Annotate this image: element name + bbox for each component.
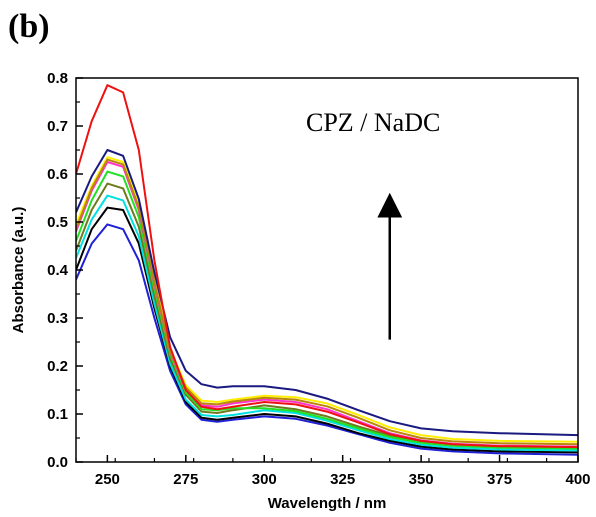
y-tick-label: 0.6	[47, 166, 68, 183]
series-line-3	[76, 194, 578, 452]
series-line-4	[76, 182, 578, 449]
x-tick-label: 350	[409, 471, 434, 488]
series-line-9	[76, 149, 578, 437]
y-tick-label: 0.3	[47, 310, 68, 327]
x-axis-title: Wavelength / nm	[268, 495, 387, 512]
x-tick-label: 300	[252, 471, 277, 488]
series-line-5	[76, 170, 578, 450]
y-tick-label: 0.1	[47, 406, 68, 423]
x-tick-label: 375	[487, 471, 512, 488]
series-line-1	[76, 223, 578, 456]
y-tick-label: 0.0	[47, 454, 68, 471]
y-tick-label: 0.4	[47, 262, 69, 279]
x-tick-label: 325	[330, 471, 355, 488]
series-line-10	[76, 84, 578, 449]
y-tick-label: 0.8	[47, 70, 68, 87]
series-line-2	[76, 206, 578, 454]
panel-label: (b)	[8, 8, 50, 45]
series-line-8	[76, 158, 578, 446]
x-tick-label: 250	[95, 471, 120, 488]
y-tick-label: 0.7	[47, 118, 68, 135]
x-tick-label: 275	[173, 471, 198, 488]
chart-annotation: CPZ / NaDC	[306, 108, 440, 137]
y-tick-label: 0.2	[47, 358, 68, 375]
x-tick-label: 400	[565, 471, 590, 488]
y-tick-label: 0.5	[47, 214, 68, 231]
y-axis-title: Absorbance (a.u.)	[10, 207, 27, 334]
